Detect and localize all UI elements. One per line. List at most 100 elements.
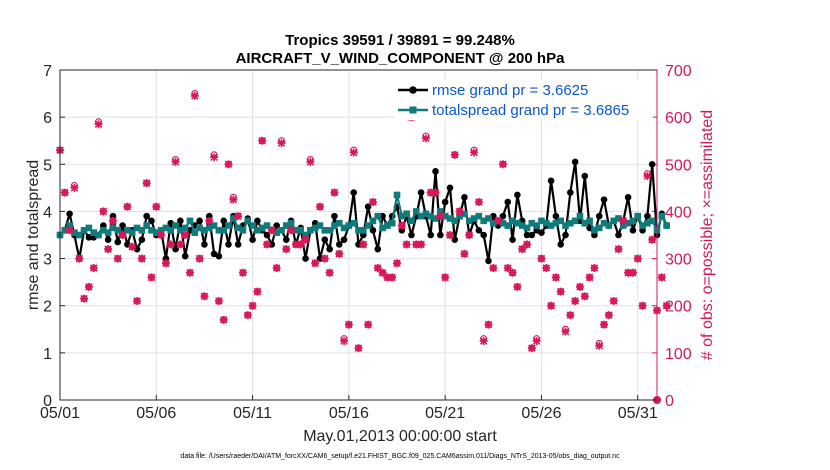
- obs-assimilated-point: [513, 282, 522, 291]
- obs-assimilated-point: [253, 287, 262, 296]
- obs-assimilated-point: [397, 221, 406, 230]
- rmse-point: [629, 226, 637, 234]
- y-right-tick-label: 500: [665, 157, 692, 174]
- legend-spread-label: totalspread grand pr = 3.6865: [432, 102, 629, 119]
- obs-assimilated-point: [532, 337, 541, 346]
- obs-assimilated-point: [123, 202, 132, 211]
- spread-point: [326, 226, 333, 234]
- spread-point: [398, 212, 406, 220]
- spread-point: [427, 212, 435, 220]
- obs-assimilated-point: [89, 264, 98, 272]
- obs-assimilated-point: [75, 254, 84, 263]
- spread-point: [518, 222, 526, 229]
- spread-point: [138, 226, 146, 234]
- spread-point: [239, 226, 247, 234]
- obs-assimilated-point: [455, 207, 464, 216]
- obs-assimilated-point: [70, 183, 79, 192]
- obs-assimilated-point: [84, 282, 93, 291]
- rmse-point: [335, 241, 343, 248]
- spread-point: [100, 226, 107, 234]
- spread-point: [282, 222, 290, 229]
- obs-assimilated-point: [561, 327, 570, 336]
- spread-point: [437, 208, 444, 215]
- spread-point: [451, 217, 459, 225]
- obs-assimilated-point: [359, 240, 368, 249]
- spread-point: [408, 217, 415, 225]
- obs-assimilated-point: [224, 160, 233, 169]
- obs-assimilated-point: [508, 268, 517, 277]
- obs-assimilated-point: [421, 134, 430, 143]
- spread-point: [384, 222, 391, 229]
- y-right-tick-label: 600: [665, 110, 692, 127]
- spread-point: [615, 215, 622, 222]
- spread-point: [244, 217, 252, 225]
- spread-point: [528, 219, 536, 227]
- obs-assimilated-point: [556, 287, 565, 296]
- spread-point: [152, 229, 160, 236]
- spread-point: [456, 212, 463, 220]
- rmse-point: [201, 241, 208, 248]
- spread-point: [148, 226, 155, 234]
- spread-point: [432, 215, 439, 222]
- spread-point: [567, 219, 574, 227]
- spread-point: [509, 217, 516, 225]
- obs-assimilated-point: [590, 264, 599, 272]
- obs-assimilated-point: [527, 344, 536, 353]
- spread-point: [85, 224, 93, 232]
- x-axis-ticks: 05/01 05/06 05/11 05/16 05/21 05/26 05/31: [40, 395, 658, 422]
- obs-assimilated-point: [306, 157, 315, 166]
- y-left-tick-label: 1: [43, 346, 52, 363]
- spread-point: [490, 219, 497, 227]
- rmse-point: [624, 193, 632, 201]
- rmse-point: [340, 236, 348, 244]
- obs-assimilated-point: [128, 242, 137, 251]
- spread-point: [663, 222, 670, 229]
- spread-point: [422, 210, 430, 218]
- spread-point: [350, 219, 357, 227]
- obs-assimilated-point: [205, 216, 214, 225]
- spread-point: [644, 219, 651, 227]
- rmse-point: [225, 241, 232, 248]
- rmse-point: [648, 160, 656, 168]
- obs-assimilated-point: [638, 301, 647, 310]
- spread-point: [302, 231, 309, 239]
- rmse-point: [528, 231, 536, 239]
- spread-point: [403, 210, 410, 218]
- obs-assimilated-point: [604, 311, 613, 320]
- spread-point: [230, 215, 237, 222]
- obs-assimilated-point: [340, 337, 349, 346]
- obs-assimilated-point: [628, 268, 637, 277]
- obs-assimilated-point: [373, 264, 382, 272]
- obs-assimilated-point: [412, 240, 421, 249]
- spread-point: [360, 226, 367, 234]
- obs-assimilated-point: [575, 282, 584, 291]
- obs-assimilated-point: [465, 231, 474, 239]
- spread-point: [167, 226, 175, 234]
- rmse-point: [114, 238, 122, 246]
- obs-assimilated-point: [484, 320, 493, 329]
- spread-point: [600, 219, 608, 227]
- spread-point: [562, 222, 569, 229]
- obs-assimilated-point: [214, 297, 223, 305]
- spread-point: [595, 224, 603, 232]
- spread-point: [124, 226, 131, 234]
- obs-assimilated-point: [311, 259, 320, 268]
- obs-assimilated-point: [181, 231, 190, 239]
- obs-assimilated-point: [258, 136, 267, 145]
- spread-point: [610, 217, 617, 225]
- spread-point: [109, 224, 117, 232]
- obs-assimilated-point: [161, 259, 170, 268]
- rmse-point: [600, 196, 608, 203]
- rmse-point: [475, 226, 483, 234]
- rmse-point: [143, 212, 150, 220]
- spread-point: [634, 212, 642, 220]
- spread-point: [254, 226, 261, 234]
- rmse-point: [215, 252, 223, 260]
- obs-assimilated-point: [315, 202, 324, 211]
- spread-point: [316, 222, 324, 229]
- spread-point: [547, 222, 555, 229]
- rmse-point: [181, 252, 189, 260]
- spread-point: [586, 217, 593, 225]
- obs-assimilated-point: [402, 240, 411, 249]
